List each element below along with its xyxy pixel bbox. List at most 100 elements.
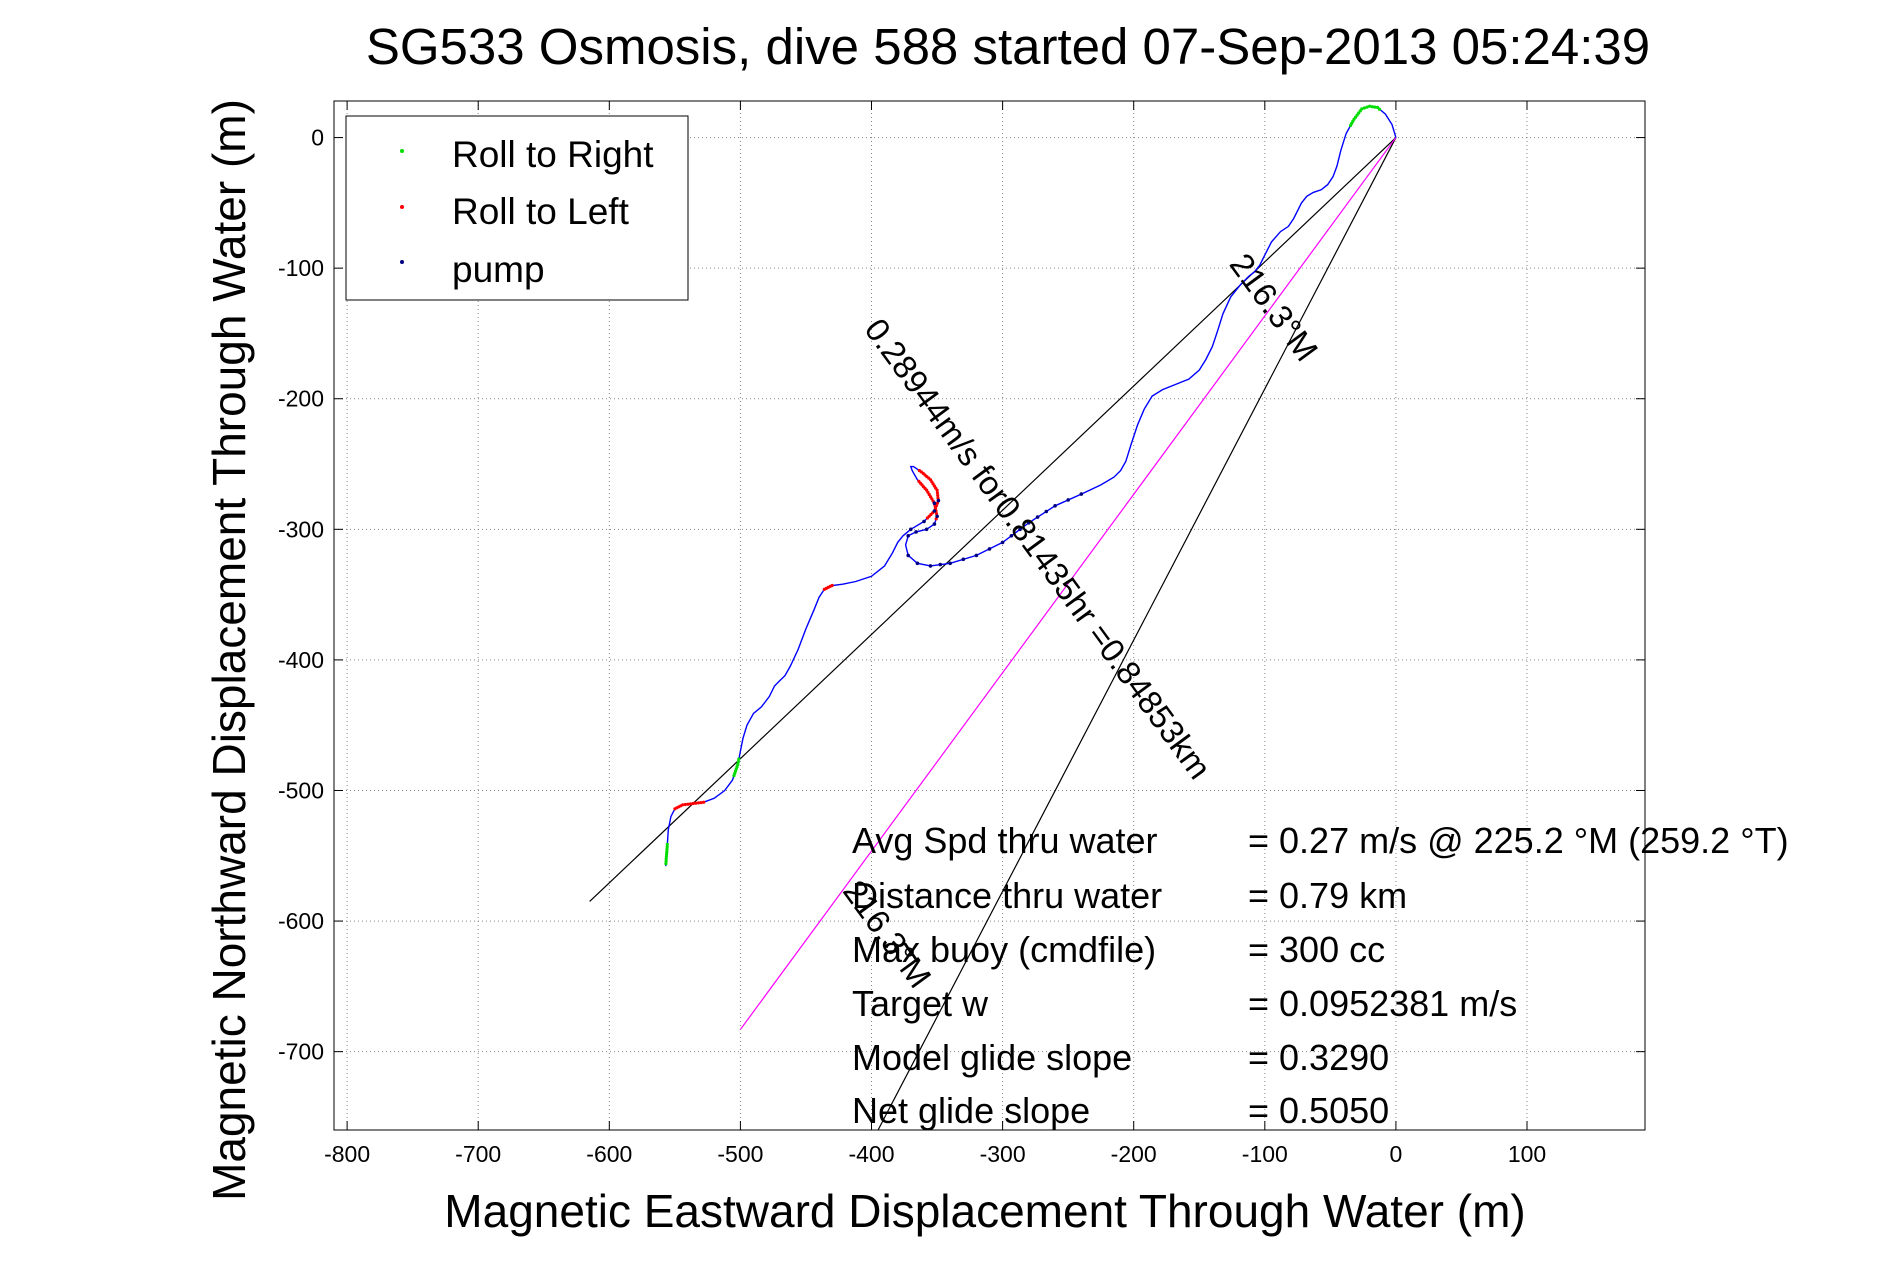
roll-left-marker (686, 802, 690, 806)
roll-left-marker (673, 807, 677, 811)
y-tick-label: -200 (278, 386, 324, 412)
pump-marker (1009, 534, 1014, 538)
roll-right-marker (1370, 105, 1374, 109)
roll-right-marker (1373, 105, 1377, 109)
x-axis: -800 -700 -600 -500 -400 -300 -200 -100 0 100 (324, 101, 1546, 1167)
roll-right-marker (665, 850, 669, 854)
pump-marker (1079, 492, 1084, 496)
track-markers (664, 104, 1382, 866)
pump-marker (948, 561, 952, 566)
x-tick-label: 100 (1508, 1141, 1546, 1167)
pump-marker (1053, 504, 1057, 508)
x-tick-label: 0 (1390, 1141, 1403, 1167)
roll-left-marker (696, 801, 701, 805)
y-tick-label: -100 (278, 255, 324, 281)
pump-marker (935, 514, 939, 519)
track-line (665, 105, 1397, 867)
roll-right-marker (664, 859, 668, 864)
stat-avg-speed-value: = 0.27 m/s @ 225.2 °M (259.2 °T) (1248, 820, 1789, 861)
plot-area-frame (333, 100, 1646, 1131)
roll-left-marker (933, 506, 938, 510)
roll-left-marker (934, 517, 938, 521)
pump-marker (1018, 527, 1022, 532)
roll-right-marker (1365, 105, 1369, 109)
roll-right-marker (664, 862, 668, 866)
roll-left-marker (699, 801, 703, 805)
x-tick-label: -800 (324, 1141, 370, 1167)
heading-annotation: 216.3°M (1223, 246, 1326, 367)
reference-line (877, 137, 1397, 1130)
pump-marker (922, 519, 926, 524)
legend-marker-roll-right (400, 149, 404, 153)
y-tick-label: -300 (278, 516, 324, 542)
pump-marker (1066, 498, 1070, 502)
stat-distance-label: Distance thru water (852, 875, 1162, 916)
pump-marker (932, 522, 937, 526)
pump-marker (906, 534, 910, 538)
reference-lines (589, 137, 1397, 1130)
roll-right-marker (665, 852, 669, 856)
stat-target-w-value: = 0.0952381 m/s (1248, 983, 1517, 1024)
pump-marker (906, 553, 910, 558)
roll-right-marker (1362, 106, 1366, 110)
reference-line (589, 137, 1397, 902)
roll-left-marker (689, 802, 693, 806)
roll-right-marker (1376, 105, 1380, 110)
roll-left-marker (934, 511, 939, 516)
stat-target-w-label: Target w (852, 983, 989, 1024)
roll-left-marker (936, 496, 940, 500)
stat-avg-speed-label: Avg Spd thru water (852, 820, 1158, 861)
stat-max-buoy-value: = 300 cc (1248, 929, 1385, 970)
roll-right-marker (665, 847, 669, 851)
pump-marker (961, 557, 966, 562)
y-axis: 0 -100 -200 -300 -400 -500 -600 -700 (278, 125, 1645, 1065)
roll-left-marker (934, 504, 939, 508)
x-axis-label: Magnetic Eastward Displacement Through W… (444, 1185, 1525, 1237)
stat-distance-value: = 0.79 km (1248, 875, 1407, 916)
roll-left-marker (691, 801, 695, 806)
y-tick-label: 0 (311, 125, 324, 151)
x-tick-label: -300 (980, 1141, 1026, 1167)
x-tick-label: -600 (586, 1141, 632, 1167)
roll-left-marker (925, 516, 930, 520)
legend: Roll to Right Roll to Left pump (345, 115, 689, 301)
pump-marker (915, 561, 920, 566)
pump-marker (928, 564, 933, 568)
roll-left-marker (694, 801, 698, 805)
pump-marker (936, 498, 941, 503)
legend-marker-roll-left (400, 205, 404, 209)
roll-left-marker (935, 491, 940, 495)
grid (334, 101, 1645, 1130)
pump-marker (1044, 509, 1049, 514)
roll-left-marker (917, 479, 921, 483)
roll-right-marker (1368, 104, 1372, 108)
x-tick-label: -100 (1242, 1141, 1288, 1167)
roll-right-marker (664, 854, 669, 859)
x-tick-label: -200 (1111, 1141, 1157, 1167)
stats-block: Avg Spd thru water = 0.27 m/s @ 225.2 °M… (852, 820, 1789, 1131)
legend-label-roll-right: Roll to Right (452, 134, 654, 175)
roll-right-marker (665, 842, 669, 846)
roll-right-marker (732, 774, 736, 778)
stat-max-buoy-label: Max buoy (cmdfile) (852, 929, 1156, 970)
pump-marker (1000, 540, 1005, 545)
roll-left-marker (935, 501, 940, 505)
roll-left-marker (822, 587, 826, 592)
legend-marker-pump (400, 260, 404, 264)
y-axis-label: Magnetic Northward Displacement Through … (203, 99, 255, 1201)
roll-right-marker (737, 757, 741, 761)
legend-label-roll-left: Roll to Left (452, 191, 630, 232)
y-tick-label: -600 (278, 908, 324, 934)
x-tick-label: -400 (848, 1141, 894, 1167)
speed-annotation: 0.28944m/s for0.81435hr =0.84853km (858, 312, 1219, 786)
pump-marker (974, 553, 979, 558)
roll-left-marker (702, 800, 706, 804)
glider-track (665, 105, 1397, 867)
stat-model-glide-label: Model glide slope (852, 1037, 1132, 1078)
stat-model-glide-value: = 0.3290 (1248, 1037, 1389, 1078)
roll-left-marker (935, 488, 939, 492)
roll-right-marker (664, 857, 668, 861)
pump-marker (932, 509, 937, 513)
pump-marker (924, 527, 929, 532)
pump-marker (1035, 515, 1040, 519)
